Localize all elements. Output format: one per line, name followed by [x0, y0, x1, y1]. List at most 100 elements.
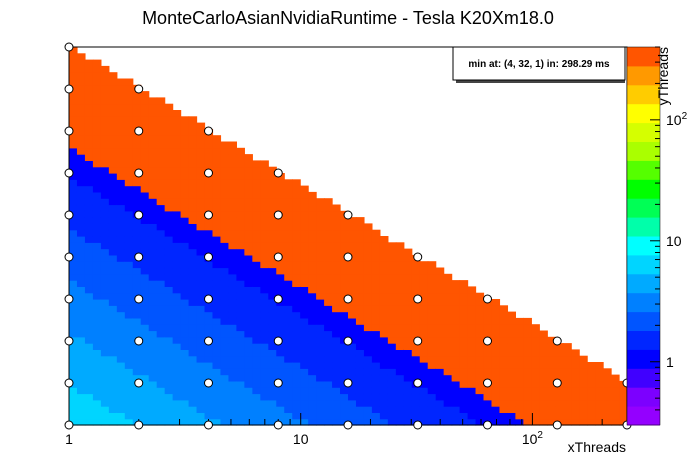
heatmap-cell — [300, 412, 309, 420]
heatmap-cell — [220, 191, 230, 199]
heatmap-cell — [284, 236, 293, 243]
heatmap-cell — [531, 355, 540, 363]
heatmap-cell — [220, 355, 230, 363]
heatmap-cell — [507, 418, 516, 426]
heatmap-cell — [84, 91, 94, 98]
heatmap-cell — [252, 374, 261, 382]
heatmap-cell — [148, 317, 158, 325]
heatmap-cell — [531, 380, 540, 388]
heatmap-cell — [427, 368, 437, 376]
heatmap-cell — [100, 280, 110, 287]
heatmap-cell — [244, 229, 253, 237]
heatmap-cell — [324, 305, 333, 313]
heatmap-cell — [236, 286, 245, 294]
heatmap-cell — [180, 412, 190, 420]
heatmap-cell — [84, 286, 94, 294]
heatmap-cell — [379, 380, 389, 388]
heatmap-cell — [108, 374, 118, 382]
heatmap-cell — [324, 292, 333, 300]
heatmap-cell — [403, 380, 413, 388]
heatmap-cell — [69, 418, 78, 426]
heatmap-cell — [395, 299, 405, 306]
heatmap-cell — [443, 311, 453, 319]
heatmap-cell — [204, 374, 214, 382]
heatmap-cell — [284, 380, 293, 388]
heatmap-cell — [156, 141, 166, 149]
heatmap-cell — [276, 280, 285, 287]
heatmap-cell — [395, 374, 405, 382]
heatmap-cell — [124, 412, 134, 420]
heatmap-cell — [587, 374, 596, 382]
heatmap-cell — [387, 261, 397, 269]
heatmap-cell — [220, 198, 230, 206]
data-point-marker — [64, 168, 74, 178]
heatmap-cell — [124, 116, 134, 124]
heatmap-cell — [483, 374, 493, 382]
heatmap-cell — [340, 236, 349, 243]
heatmap-cell — [507, 311, 516, 319]
heatmap-cell — [284, 349, 293, 357]
heatmap-cell — [515, 412, 524, 420]
heatmap-cell — [419, 399, 429, 407]
heatmap-cell — [340, 261, 349, 269]
heatmap-cell — [363, 374, 373, 382]
heatmap-cell — [92, 399, 102, 407]
heatmap-cell — [180, 173, 190, 180]
heatmap-cell — [260, 173, 269, 180]
heatmap-cell — [563, 380, 572, 388]
heatmap-cell — [427, 412, 437, 420]
heatmap-cell — [84, 122, 94, 130]
heatmap-cell — [379, 349, 389, 357]
heatmap-cell — [100, 65, 110, 73]
heatmap-cell — [475, 374, 485, 382]
heatmap-cell — [324, 286, 333, 294]
heatmap-cell — [515, 336, 524, 344]
heatmap-cell — [180, 242, 190, 250]
heatmap-cell — [124, 166, 134, 174]
heatmap-cell — [220, 217, 230, 224]
heatmap-cell — [228, 141, 237, 149]
heatmap-cell — [140, 280, 150, 287]
heatmap-cell — [324, 399, 333, 407]
heatmap-cell — [340, 374, 349, 382]
heatmap-cell — [387, 368, 397, 376]
heatmap-cell — [116, 261, 126, 269]
heatmap-cell — [252, 198, 261, 206]
heatmap-cell — [523, 399, 532, 407]
heatmap-cell — [84, 317, 94, 325]
heatmap-cell — [292, 198, 301, 206]
heatmap-cell — [371, 286, 381, 294]
heatmap-cell — [324, 248, 333, 256]
heatmap-cell — [395, 242, 405, 250]
heatmap-cell — [395, 330, 405, 338]
heatmap-cell — [108, 273, 118, 281]
heatmap-cell — [148, 299, 158, 306]
heatmap-cell — [76, 406, 86, 413]
heatmap-cell — [164, 317, 174, 325]
heatmap-cell — [100, 305, 110, 313]
heatmap-cell — [220, 349, 230, 357]
heatmap-cell — [100, 292, 110, 300]
heatmap-cell — [523, 418, 532, 426]
heatmap-cell — [108, 166, 118, 174]
heatmap-cell — [164, 362, 174, 369]
heatmap-cell — [363, 406, 373, 413]
heatmap-cell — [459, 418, 469, 426]
heatmap-cell — [100, 393, 110, 401]
data-point-marker — [134, 294, 144, 304]
heatmap-cell — [371, 362, 381, 369]
heatmap-cell — [379, 236, 389, 243]
data-point-marker — [204, 168, 213, 178]
heatmap-cell — [316, 311, 325, 319]
heatmap-cell — [140, 292, 150, 300]
heatmap-cell — [164, 236, 174, 243]
heatmap-cell — [132, 406, 142, 413]
heatmap-cell — [116, 78, 126, 86]
heatmap-cell — [499, 380, 509, 388]
heatmap-cell — [332, 380, 341, 388]
heatmap-cell — [244, 160, 253, 168]
heatmap-cell — [228, 229, 237, 237]
heatmap-cell — [69, 267, 78, 275]
heatmap-cell — [100, 273, 110, 281]
heatmap-cell — [148, 198, 158, 206]
